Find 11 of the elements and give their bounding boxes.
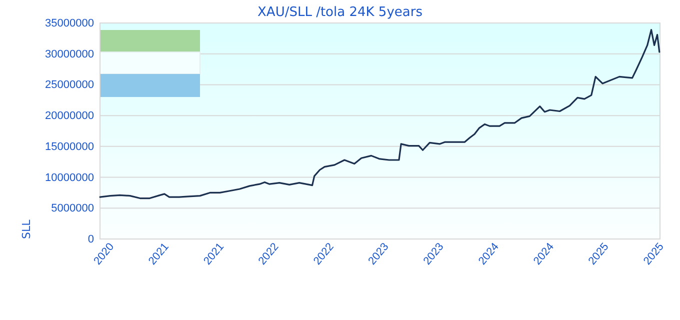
- y-tick-label: 25000000: [45, 79, 94, 92]
- y-tick-label: 0: [88, 234, 94, 246]
- y-tick-label: 30000000: [45, 48, 94, 60]
- y-axis-title: SLL: [20, 218, 33, 239]
- chart-title: XAU/SLL /tola 24K 5years: [258, 5, 423, 20]
- y-tick-label: 5000000: [51, 202, 94, 215]
- y-tick-label: 10000000: [45, 172, 94, 184]
- y-tick-label: 20000000: [45, 110, 94, 122]
- y-tick-label: 35000000: [45, 18, 94, 30]
- y-tick-label: 15000000: [45, 140, 94, 153]
- line-series: [99, 28, 660, 200]
